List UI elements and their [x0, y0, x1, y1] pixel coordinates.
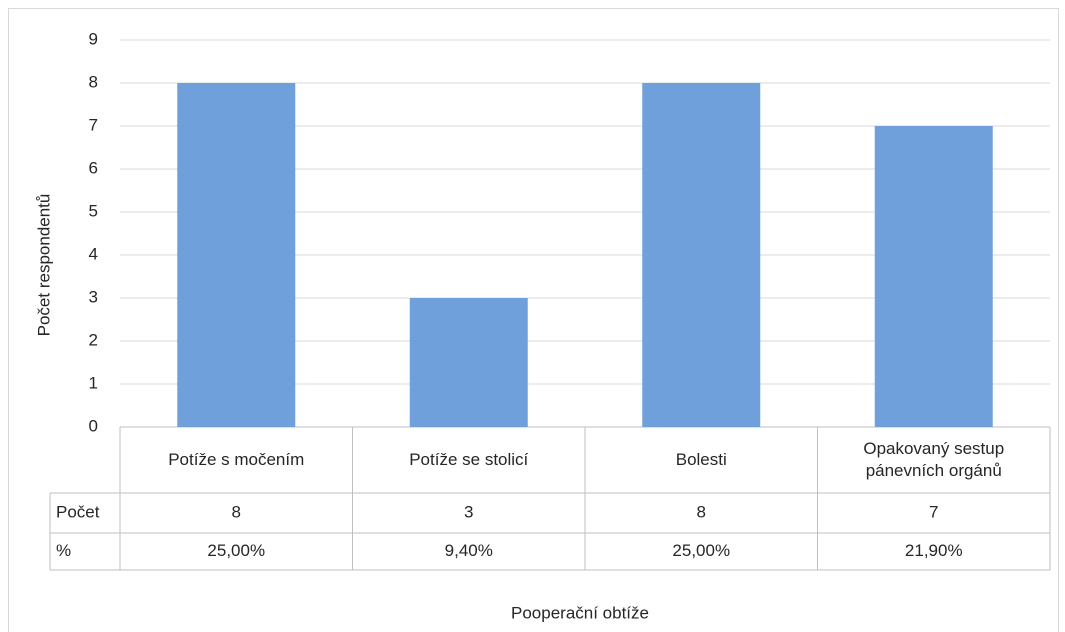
- y-tick-label: 4: [89, 244, 98, 263]
- y-tick-label: 6: [89, 158, 98, 177]
- y-tick-label: 1: [89, 373, 98, 392]
- y-tick-label: 8: [89, 72, 98, 91]
- x-tick-label: Opakovaný sestup pánevních orgánů: [863, 439, 1005, 480]
- y-tick-label: 2: [89, 330, 98, 349]
- table-cell: 9,40%: [445, 541, 493, 560]
- x-tick-label-box: Potíže se stolicí: [409, 450, 529, 469]
- table-cell: 25,00%: [207, 541, 265, 560]
- table-cell: 21,90%: [905, 541, 963, 560]
- table-cell: 3: [464, 502, 473, 521]
- y-tick-label: 7: [89, 115, 98, 134]
- y-axis-title: Počet respondentů: [34, 194, 53, 337]
- y-tick-label: 5: [89, 201, 98, 220]
- x-tick-label-box: Opakovaný sestup pánevních orgánů: [863, 439, 1005, 480]
- table-cell: 25,00%: [672, 541, 730, 560]
- y-tick-label: 0: [89, 416, 98, 435]
- x-axis-title: Pooperační obtíže: [511, 603, 649, 622]
- table-cell: 7: [929, 502, 938, 521]
- x-tick-label: Potíže s močením: [168, 450, 305, 469]
- table-cell: 8: [697, 502, 706, 521]
- y-tick-label: 3: [89, 287, 98, 306]
- bar: [409, 298, 528, 427]
- x-tick-label: Potíže se stolicí: [409, 450, 529, 469]
- bar: [642, 83, 761, 427]
- table-row-label: %: [56, 541, 71, 560]
- x-tick-label-box: Bolesti: [675, 450, 727, 469]
- x-tick-label-box: Potíže s močením: [168, 450, 305, 469]
- bar: [874, 126, 993, 427]
- y-tick-label: 9: [89, 29, 98, 48]
- x-tick-label: Bolesti: [675, 450, 727, 469]
- table-cell: 8: [232, 502, 241, 521]
- table-row-label: Počet: [56, 502, 100, 521]
- bar: [177, 83, 296, 427]
